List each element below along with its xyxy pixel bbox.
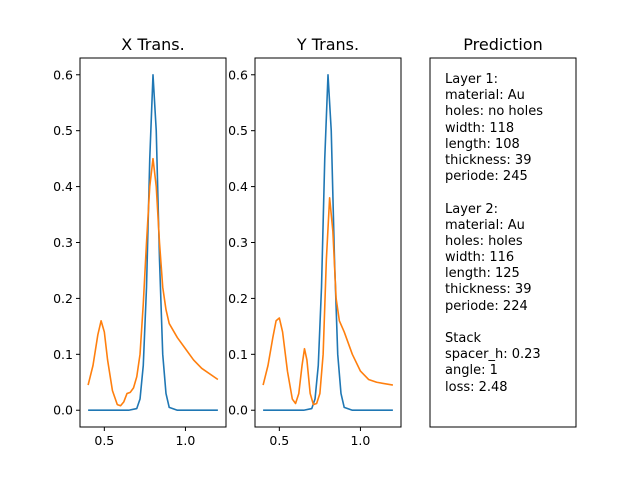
prediction-line: periode: 245	[445, 169, 543, 185]
y-trans-y-tick-label: 0.1	[228, 347, 248, 362]
prediction-line: angle: 1	[445, 363, 543, 379]
x-trans-y-tick-label: 0.0	[53, 403, 73, 418]
prediction-line: thickness: 39	[445, 282, 543, 298]
x-trans-series-2-line	[88, 159, 218, 406]
prediction-text: Layer 1: material: Au holes: no holes width…	[445, 72, 543, 396]
prediction-line: material: Au	[445, 218, 543, 234]
x-trans-y-tick-label: 0.6	[53, 67, 73, 82]
y-trans-y-tick-label: 0.0	[228, 403, 248, 418]
prediction-line	[445, 315, 543, 331]
y-trans-y-tick-label: 0.4	[228, 179, 248, 194]
prediction-line: material: Au	[445, 88, 543, 104]
y-trans-y-tick-label: 0.2	[228, 291, 248, 306]
y-trans-x-tick-label: 1.0	[350, 433, 370, 448]
x-trans-y-tick-label: 0.5	[53, 123, 73, 138]
prediction-line: holes: no holes	[445, 104, 543, 120]
y-trans-axes: Y Trans. 0.5 1.0 0.0 0.1 0.2 0.3 0.4 0.5 0.6	[228, 35, 401, 448]
y-trans-series-2-line	[263, 198, 393, 405]
x-trans-y-tick-label: 0.3	[53, 235, 73, 250]
prediction-line: thickness: 39	[445, 153, 543, 169]
x-trans-x-tick-label: 0.5	[94, 433, 114, 448]
x-trans-x-tick-label: 1.0	[175, 433, 195, 448]
prediction-line: spacer_h: 0.23	[445, 347, 543, 363]
prediction-line: Layer 1:	[445, 72, 543, 88]
x-trans-y-tick-label: 0.4	[53, 179, 73, 194]
x-trans-axes: X Trans. 0.5 1.0 0.0 0.1 0.2 0.3 0.4 0.5 0.6	[53, 35, 226, 448]
prediction-title: Prediction	[463, 35, 542, 54]
prediction-line: loss: 2.48	[445, 380, 543, 396]
prediction-line: holes: holes	[445, 234, 543, 250]
prediction-line: length: 125	[445, 266, 543, 282]
prediction-line: Layer 2:	[445, 202, 543, 218]
x-trans-y-tick-label: 0.2	[53, 291, 73, 306]
prediction-line: width: 118	[445, 121, 543, 137]
y-trans-y-tick-label: 0.5	[228, 123, 248, 138]
y-trans-x-tick-label: 0.5	[269, 433, 289, 448]
y-trans-title: Y Trans.	[296, 35, 359, 54]
prediction-line: periode: 224	[445, 299, 543, 315]
x-trans-y-tick-label: 0.1	[53, 347, 73, 362]
prediction-line: width: 116	[445, 250, 543, 266]
y-trans-y-tick-label: 0.6	[228, 67, 248, 82]
x-trans-frame	[80, 58, 226, 427]
y-trans-y-tick-label: 0.3	[228, 235, 248, 250]
x-trans-title: X Trans.	[121, 35, 184, 54]
prediction-line: length: 108	[445, 137, 543, 153]
prediction-line: Stack	[445, 331, 543, 347]
prediction-line	[445, 185, 543, 201]
